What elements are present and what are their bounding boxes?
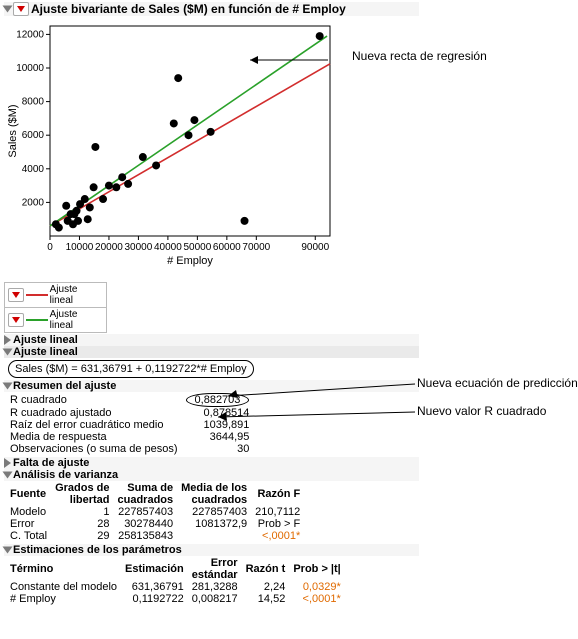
col-header: Razón F (255, 482, 308, 506)
prediction-equation: Sales ($M) = 631,36791 + 0,1192722*# Emp… (8, 360, 254, 378)
svg-text:60000: 60000 (213, 242, 241, 253)
section-title: Estimaciones de los parámetros (13, 544, 182, 556)
cell: C. Total (10, 530, 55, 542)
cell: 2,24 (246, 581, 294, 593)
stat-label: R cuadrado (10, 393, 186, 407)
legend: Ajuste lineal Ajuste lineal (4, 282, 419, 333)
svg-text:40000: 40000 (154, 242, 182, 253)
fit-section-open[interactable]: Ajuste lineal (4, 346, 419, 358)
params-table: TérminoEstimaciónErrorestándarRazón tPro… (10, 557, 349, 605)
cell: 0,1192722 (125, 593, 192, 605)
stat-value: 3644,95 (186, 431, 258, 443)
disclosure-icon[interactable] (3, 472, 13, 479)
stat-label: Observaciones (o suma de pesos) (10, 443, 186, 455)
col-header: Fuente (10, 482, 55, 506)
cell: 210,7112 (255, 506, 308, 518)
callout-text: Nuevo valor R cuadrado (417, 404, 546, 418)
cell: 227857403 (181, 506, 255, 518)
disclosure-icon[interactable] (3, 547, 13, 554)
svg-text:10000: 10000 (16, 63, 44, 74)
svg-text:Sales ($M): Sales ($M) (7, 104, 19, 157)
col-header: Término (10, 557, 125, 581)
disclosure-icon[interactable] (3, 383, 13, 390)
cell: Modelo (10, 506, 55, 518)
stat-value: 30 (186, 443, 258, 455)
cell: 281,3288 (192, 581, 246, 593)
svg-text:90000: 90000 (301, 242, 329, 253)
svg-text:20000: 20000 (95, 242, 123, 253)
params-header[interactable]: Estimaciones de los parámetros (4, 544, 419, 556)
legend-label: Ajuste lineal (50, 309, 103, 331)
cell: 631,36791 (125, 581, 192, 593)
cell: 0,0329* (293, 581, 348, 593)
col-header: Estimación (125, 557, 192, 581)
cell: 29 (55, 530, 117, 542)
stat-label: R cuadrado ajustado (10, 407, 186, 419)
cell: 14,52 (246, 593, 294, 605)
anova-table: FuenteGrados delibertadSuma decuadradosM… (10, 482, 308, 542)
callout-text: Nueva ecuación de predicción (417, 376, 578, 390)
disclosure-icon[interactable] (4, 335, 11, 345)
svg-text:50000: 50000 (183, 242, 211, 253)
disclosure-icon[interactable] (3, 349, 13, 356)
col-header: Prob > |t| (293, 557, 348, 581)
disclosure-icon[interactable] (3, 6, 13, 13)
cell: Error (10, 518, 55, 530)
cell (181, 530, 255, 542)
main-header[interactable]: Ajuste bivariante de Sales ($M) en funci… (4, 2, 419, 16)
hotspot-icon[interactable] (8, 288, 24, 302)
legend-label: Ajuste lineal (50, 284, 103, 306)
cell: 0,008217 (192, 593, 246, 605)
col-header: Errorestándar (192, 557, 246, 581)
legend-swatch (26, 319, 48, 321)
section-title: Ajuste lineal (13, 334, 78, 346)
col-header: Razón t (246, 557, 294, 581)
cell: 1 (55, 506, 117, 518)
col-header: Media de loscuadrados (181, 482, 255, 506)
cell: 258135843 (118, 530, 182, 542)
cell: 28 (55, 518, 117, 530)
section-title: Resumen del ajuste (13, 380, 116, 392)
svg-text:# Employ: # Employ (167, 255, 213, 267)
cell: 227857403 (118, 506, 182, 518)
svg-text:4000: 4000 (22, 164, 45, 175)
hotspot-icon[interactable] (8, 313, 24, 327)
section-title: Falta de ajuste (13, 457, 89, 469)
report-page: Ajuste bivariante de Sales ($M) en funci… (0, 0, 578, 639)
section-title: Análisis de varianza (13, 469, 118, 481)
svg-text:2000: 2000 (22, 197, 45, 208)
stat-label: Media de respuesta (10, 431, 186, 443)
svg-text:6000: 6000 (22, 130, 45, 141)
stat-label: Raíz del error cuadrático medio (10, 419, 186, 431)
lack-of-fit-header[interactable]: Falta de ajuste (4, 457, 419, 469)
col-header: Suma decuadrados (118, 482, 182, 506)
section-title: Ajuste lineal (13, 346, 78, 358)
cell: Constante del modelo (10, 581, 125, 593)
cell: <,0001* (255, 530, 308, 542)
legend-item[interactable]: Ajuste lineal (4, 282, 107, 308)
cell: 30278440 (118, 518, 182, 530)
svg-text:70000: 70000 (242, 242, 270, 253)
hotspot-icon[interactable] (13, 2, 29, 16)
svg-text:10000: 10000 (66, 242, 94, 253)
cell: <,0001* (293, 593, 348, 605)
legend-swatch (26, 294, 48, 296)
anova-header[interactable]: Análisis de varianza (4, 469, 419, 481)
cell: # Employ (10, 593, 125, 605)
bivariate-report: Ajuste bivariante de Sales ($M) en funci… (4, 2, 419, 607)
legend-item[interactable]: Ajuste lineal (4, 307, 107, 333)
disclosure-icon[interactable] (4, 458, 11, 468)
svg-text:0: 0 (47, 242, 53, 253)
svg-text:30000: 30000 (125, 242, 153, 253)
callout-text: Nueva recta de regresión (352, 49, 487, 63)
cell: 1081372,9 (181, 518, 255, 530)
svg-text:8000: 8000 (22, 97, 45, 108)
main-title: Ajuste bivariante de Sales ($M) en funci… (31, 2, 346, 16)
col-header: Grados delibertad (55, 482, 117, 506)
fit-section-collapsed[interactable]: Ajuste lineal (4, 334, 419, 346)
cell: Prob > F (255, 518, 308, 530)
svg-text:12000: 12000 (16, 29, 44, 40)
